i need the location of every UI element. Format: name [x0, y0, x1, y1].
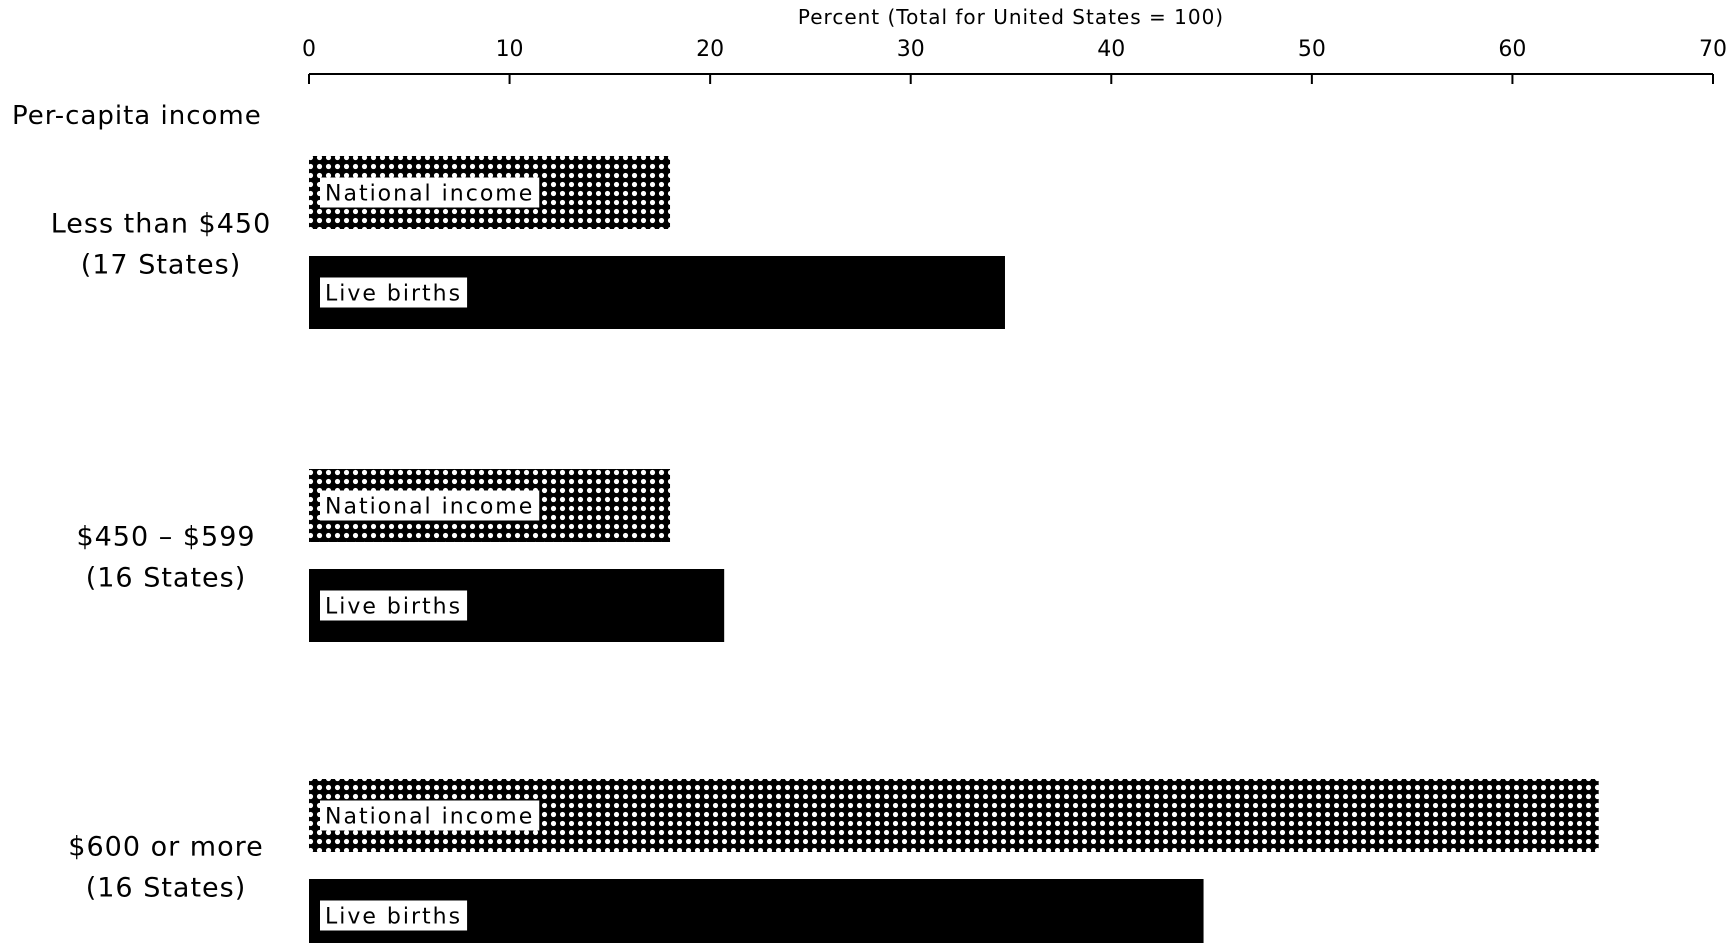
series-label: National income — [325, 182, 534, 207]
bar-group: Less than $450 (17 States) National income… — [51, 156, 1005, 329]
x-tick-label: 10 — [496, 37, 524, 62]
bar-group: $600 or more (16 States) National income Li… — [68, 779, 1599, 943]
bar-label-box — [320, 490, 540, 521]
x-tick-label: 0 — [302, 37, 316, 62]
x-tick-label: 40 — [1097, 37, 1125, 62]
bar-label-box — [320, 177, 540, 208]
category-label: Less than $450 — [51, 209, 272, 240]
series-label: Live births — [325, 905, 462, 930]
series-label: National income — [325, 495, 534, 520]
x-axis: 0 10 20 30 40 50 60 70 — [302, 37, 1727, 84]
series-label: Live births — [325, 595, 462, 620]
x-tick-label: 30 — [897, 37, 925, 62]
category-label: $600 or more — [68, 832, 263, 863]
x-axis-title: Percent (Total for United States = 100) — [798, 5, 1224, 29]
x-tick-label: 70 — [1699, 37, 1727, 62]
bar-label-box — [320, 277, 468, 308]
x-tick-label: 20 — [696, 37, 724, 62]
category-sublabel: (17 States) — [81, 250, 242, 281]
bar-label-box — [320, 590, 468, 621]
series-label: Live births — [325, 282, 462, 307]
y-axis-title: Per-capita income — [12, 101, 262, 131]
x-tick-label: 60 — [1498, 37, 1526, 62]
bar-label-box — [320, 800, 540, 831]
bar-groups: Less than $450 (17 States) National income… — [51, 156, 1599, 943]
category-sublabel: (16 States) — [86, 563, 247, 594]
x-tick-label: 50 — [1298, 37, 1326, 62]
category-sublabel: (16 States) — [86, 873, 247, 904]
series-label: National income — [325, 805, 534, 830]
bar-group: $450 – $599 (16 States) National income Liv… — [76, 469, 725, 642]
category-label: $450 – $599 — [76, 522, 255, 553]
bar-label-box — [320, 900, 468, 931]
